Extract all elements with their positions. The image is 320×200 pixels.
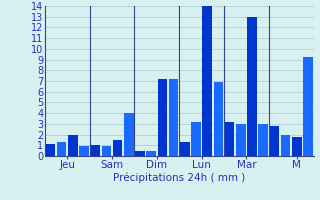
Bar (180, 142, 189, 156)
Bar (102, 146, 111, 156)
Bar (57, 142, 66, 156)
Bar (236, 124, 245, 156)
Bar (281, 135, 290, 156)
Bar (214, 82, 223, 156)
Bar (203, 6, 212, 156)
Bar (270, 126, 279, 156)
Bar (124, 113, 133, 156)
Bar (113, 140, 122, 156)
Bar (68, 135, 77, 156)
Bar (191, 122, 201, 156)
Bar (169, 79, 178, 156)
Bar (135, 151, 145, 156)
Bar (91, 145, 100, 156)
Bar (79, 146, 89, 156)
Bar (46, 144, 55, 156)
Bar (147, 151, 156, 156)
Bar (292, 137, 301, 156)
X-axis label: Précipitations 24h ( mm ): Précipitations 24h ( mm ) (113, 173, 245, 183)
Bar (247, 17, 257, 156)
Bar (158, 79, 167, 156)
Bar (225, 122, 234, 156)
Bar (259, 124, 268, 156)
Bar (303, 57, 313, 156)
